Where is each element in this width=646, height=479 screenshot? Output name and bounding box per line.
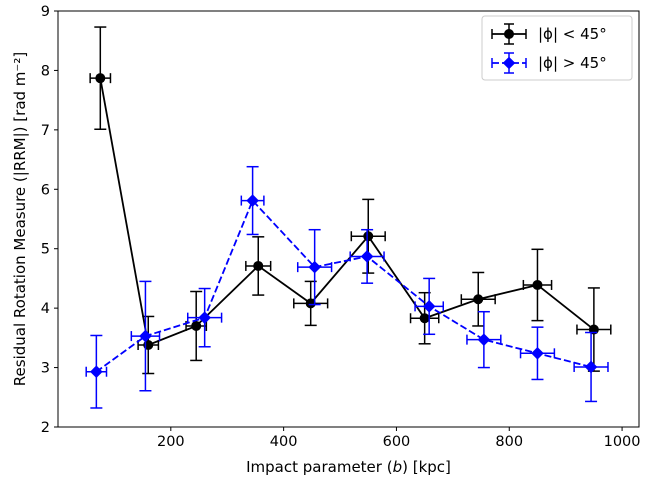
data-point bbox=[90, 365, 103, 379]
error-bar bbox=[573, 331, 609, 403]
y-tick-label: 3 bbox=[41, 361, 50, 377]
y-tick-label: 7 bbox=[41, 123, 50, 139]
data-point bbox=[532, 279, 543, 290]
axes: 200 400 600 800 1000 2 3 4 5 6 7 8 9 bbox=[41, 4, 641, 450]
y-tick-label: 6 bbox=[41, 182, 50, 198]
x-axis-label: Impact parameter (b) [kpc] bbox=[246, 458, 451, 476]
x-tick-label: 600 bbox=[383, 434, 411, 450]
series-1 bbox=[89, 26, 612, 375]
data-point bbox=[473, 294, 484, 305]
data-point bbox=[363, 231, 374, 242]
data-point bbox=[191, 320, 202, 331]
data-point bbox=[139, 329, 152, 343]
data-point bbox=[305, 298, 316, 309]
plot-frame bbox=[57, 10, 640, 428]
legend-marker bbox=[502, 56, 516, 70]
legend: |ϕ| < 45° |ϕ| > 45° bbox=[481, 15, 633, 81]
series-2 bbox=[85, 165, 609, 409]
legend-entry: |ϕ| < 45° bbox=[491, 23, 607, 45]
data-point bbox=[253, 260, 264, 271]
data-point bbox=[308, 260, 321, 274]
x-tick-label: 1000 bbox=[604, 434, 641, 450]
data-point bbox=[422, 300, 436, 313]
y-tick-label: 9 bbox=[41, 4, 50, 20]
legend-label: |ϕ| > 45° bbox=[538, 54, 607, 72]
data-point bbox=[95, 73, 106, 84]
x-tick-label: 800 bbox=[495, 434, 523, 450]
data-point bbox=[477, 333, 491, 346]
data-point bbox=[531, 347, 544, 360]
data-point bbox=[584, 360, 598, 374]
y-tick-label: 8 bbox=[41, 63, 50, 79]
x-tick-label: 400 bbox=[270, 434, 298, 450]
plot-area bbox=[85, 26, 612, 409]
series-line bbox=[99, 77, 595, 347]
data-point bbox=[198, 311, 211, 324]
legend-entry: |ϕ| > 45° bbox=[491, 52, 607, 74]
x-tick-label: 200 bbox=[157, 434, 185, 450]
y-tick-label: 2 bbox=[41, 420, 50, 436]
data-point bbox=[246, 194, 259, 207]
series-line bbox=[95, 198, 592, 373]
data-point bbox=[419, 313, 430, 324]
legend-marker bbox=[504, 29, 514, 39]
y-tick-label: 5 bbox=[41, 242, 50, 258]
y-tick-label: 4 bbox=[41, 301, 50, 317]
data-point bbox=[360, 250, 374, 263]
legend-box bbox=[481, 15, 633, 81]
y-axis-label: Residual Rotation Measure (|RRM|) [rad m… bbox=[11, 52, 29, 386]
legend-label: |ϕ| < 45° bbox=[538, 25, 607, 43]
